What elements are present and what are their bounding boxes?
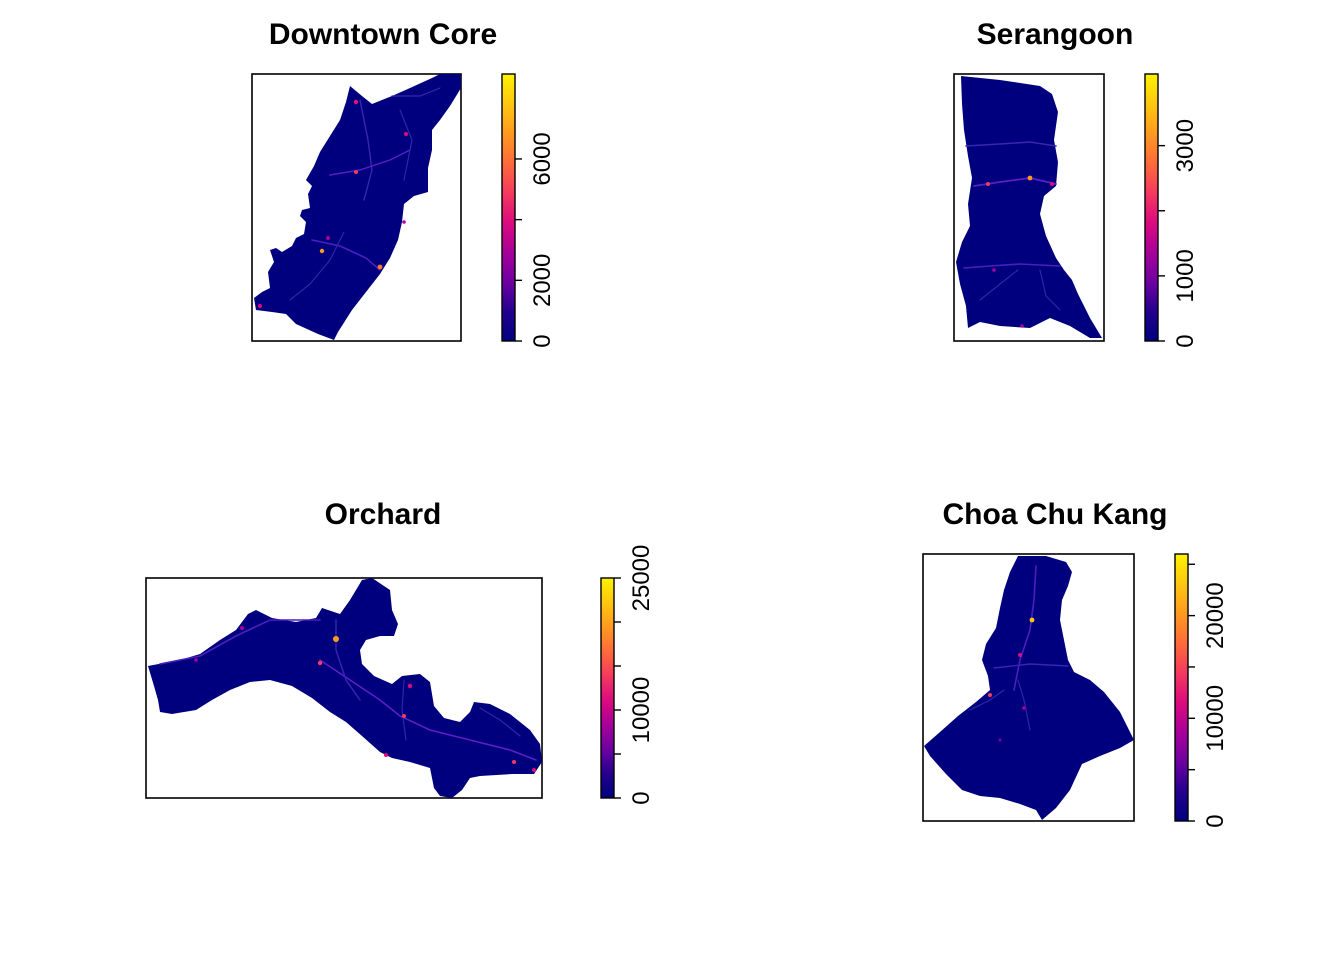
road-hotspot bbox=[1017, 679, 1031, 731]
road-hotspot bbox=[963, 263, 1061, 269]
colorbar-tick-label: 0 bbox=[1172, 334, 1199, 347]
road-hotspot bbox=[965, 141, 1057, 147]
road-hotspot bbox=[335, 619, 361, 701]
hotspots bbox=[988, 617, 1035, 742]
map-frame bbox=[145, 577, 543, 799]
panel-orchard: Orchard 0 10000 25000 bbox=[145, 498, 655, 805]
road-hotspot bbox=[969, 689, 1005, 711]
colorbar-tick-label: 20000 bbox=[1202, 582, 1229, 649]
hotspot bbox=[258, 304, 262, 308]
road-hotspot bbox=[329, 149, 411, 176]
road-hotspot bbox=[993, 663, 1069, 669]
downtown-core-region bbox=[254, 74, 461, 340]
hotspot bbox=[353, 99, 359, 105]
panel-downtown-core: Downtown Core 0 2000 6000 bbox=[251, 18, 556, 348]
hotspot bbox=[384, 753, 388, 757]
hotspot bbox=[354, 170, 358, 174]
road-network bbox=[159, 619, 537, 761]
hotspot bbox=[1018, 653, 1022, 657]
hotspot bbox=[992, 268, 996, 272]
hotspots bbox=[194, 626, 536, 772]
colorbar-orchard: 0 10000 25000 bbox=[600, 545, 655, 805]
panel-title: Orchard bbox=[325, 498, 442, 531]
road-hotspot bbox=[319, 659, 537, 761]
hotspot bbox=[1022, 706, 1026, 710]
road-hotspot bbox=[401, 679, 407, 741]
hotspot bbox=[402, 220, 406, 224]
colorbar-tick-label: 6000 bbox=[529, 132, 556, 185]
road-hotspot bbox=[1039, 269, 1061, 311]
road-hotspot bbox=[391, 87, 441, 97]
hotspot bbox=[319, 248, 325, 254]
panel-title: Serangoon bbox=[977, 18, 1134, 51]
road-hotspot bbox=[289, 231, 345, 301]
hotspot bbox=[194, 658, 198, 662]
panel-serangoon: Serangoon 0 1000 3000 bbox=[953, 18, 1199, 348]
road-hotspot bbox=[979, 269, 1019, 301]
hotspot bbox=[998, 738, 1002, 742]
road-network bbox=[289, 87, 441, 301]
hotspot bbox=[377, 264, 383, 270]
colorbar-tick-label: 0 bbox=[628, 791, 655, 804]
hotspots bbox=[258, 99, 408, 308]
colorbar-tick-label: 3000 bbox=[1172, 119, 1199, 172]
road-hotspot bbox=[359, 99, 373, 201]
colorbar-tick-label: 2000 bbox=[529, 254, 556, 307]
road-hotspot bbox=[399, 109, 413, 181]
hotspot bbox=[240, 626, 244, 630]
hotspot bbox=[317, 660, 323, 666]
hotspot bbox=[988, 693, 992, 697]
hotspot bbox=[404, 132, 408, 136]
hotspot bbox=[333, 636, 339, 642]
map-frame bbox=[251, 73, 462, 342]
colorbar-scale bbox=[1144, 73, 1159, 342]
road-hotspot bbox=[311, 239, 381, 271]
hotspot bbox=[407, 683, 413, 689]
road-hotspot bbox=[159, 619, 321, 665]
hotspot bbox=[532, 768, 536, 772]
panel-choa-chu-kang: Choa Chu Kang 0 10000 20000 bbox=[922, 498, 1229, 828]
colorbar-scale bbox=[1174, 553, 1189, 822]
colorbar-scale bbox=[600, 577, 615, 799]
colorbar-tick-label: 10000 bbox=[628, 677, 655, 744]
orchard-region bbox=[148, 578, 542, 798]
colorbar-downtown-core: 0 2000 6000 bbox=[501, 73, 556, 348]
hotspot bbox=[1027, 175, 1033, 181]
hotspot bbox=[1020, 324, 1024, 328]
colorbar-tick-label: 10000 bbox=[1202, 685, 1229, 752]
hotspot bbox=[1050, 182, 1054, 186]
hotspot bbox=[512, 760, 516, 764]
hotspots bbox=[986, 175, 1054, 328]
hotspot bbox=[326, 236, 330, 240]
colorbar-choa-chu-kang: 0 10000 20000 bbox=[1174, 553, 1229, 828]
colorbar-tick-label: 25000 bbox=[628, 545, 655, 612]
choa-chu-kang-region bbox=[924, 556, 1134, 820]
serangoon-region bbox=[956, 76, 1102, 338]
hotspot bbox=[1029, 617, 1035, 623]
colorbar-tick-label: 0 bbox=[529, 334, 556, 347]
panel-title: Downtown Core bbox=[269, 18, 497, 51]
colorbar-scale bbox=[501, 73, 516, 342]
hotspot bbox=[986, 182, 990, 186]
map-frame bbox=[922, 553, 1135, 822]
road-network bbox=[969, 565, 1069, 731]
colorbar-serangoon: 0 1000 3000 bbox=[1144, 73, 1199, 348]
hotspot bbox=[402, 714, 406, 718]
road-hotspot bbox=[479, 707, 521, 737]
panel-title: Choa Chu Kang bbox=[943, 498, 1168, 531]
map-frame bbox=[953, 73, 1105, 342]
road-hotspot bbox=[1013, 565, 1037, 691]
colorbar-tick-label: 0 bbox=[1202, 814, 1229, 827]
colorbar-tick-label: 1000 bbox=[1172, 249, 1199, 302]
